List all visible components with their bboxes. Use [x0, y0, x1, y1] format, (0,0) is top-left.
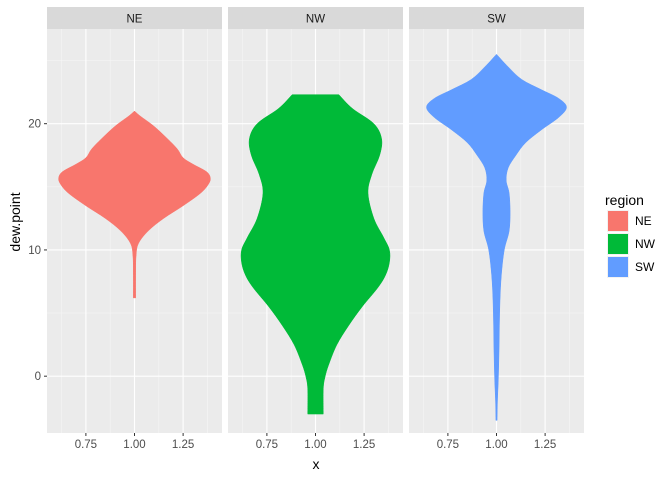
- facet-strip: [409, 7, 584, 29]
- legend: region NE NW SW: [605, 192, 656, 278]
- x-axis-title: x: [313, 456, 320, 472]
- facet-strip: [228, 7, 403, 29]
- x-tick-label: 1.00: [304, 439, 326, 451]
- legend-key-nw: [608, 234, 628, 254]
- violin-sw: [426, 53, 567, 421]
- violin-nw: [240, 94, 391, 415]
- facet-strip-label: NE: [127, 14, 143, 26]
- facet-strip-label: SW: [487, 14, 506, 26]
- panels-layer: NE 0.75 1.00 1.25 NW 0.75 1.00 1.25 SW 0.75 1.00 1.…: [28, 7, 584, 451]
- facet-strip: [47, 7, 222, 29]
- legend-title: region: [605, 192, 644, 208]
- legend-label-ne: NE: [635, 214, 652, 228]
- panel-sw: SW 0.75 1.00 1.25: [409, 7, 584, 451]
- x-tick-label: 1.25: [534, 439, 556, 451]
- violin-ne: [58, 110, 211, 299]
- x-tick-label: 1.00: [123, 439, 145, 451]
- x-axis-title-layer: x: [313, 456, 320, 472]
- legend-key-ne: [608, 211, 628, 231]
- y-axis-title: dew.point: [7, 192, 23, 251]
- x-tick-label: 0.75: [75, 439, 97, 451]
- panel-ne: NE 0.75 1.00 1.25: [47, 7, 222, 451]
- x-tick-label: 0.75: [437, 439, 459, 451]
- legend-label-sw: SW: [635, 260, 655, 274]
- x-tick-label: 0.75: [256, 439, 278, 451]
- facet-strip-label: NW: [306, 14, 325, 26]
- x-tick-label: 1.25: [172, 439, 194, 451]
- y-tick-label: 20: [28, 119, 41, 131]
- y-axis: 0 10 20: [28, 119, 47, 383]
- x-tick-label: 1.25: [353, 439, 375, 451]
- legend-key-sw: [608, 257, 628, 277]
- y-axis-title-layer: dew.point: [7, 192, 23, 251]
- x-tick-label: 1.00: [485, 439, 507, 451]
- y-tick-label: 0: [35, 371, 41, 383]
- legend-label-nw: NW: [635, 237, 656, 251]
- panel-nw: NW 0.75 1.00 1.25: [228, 7, 403, 451]
- y-tick-label: 10: [28, 245, 41, 257]
